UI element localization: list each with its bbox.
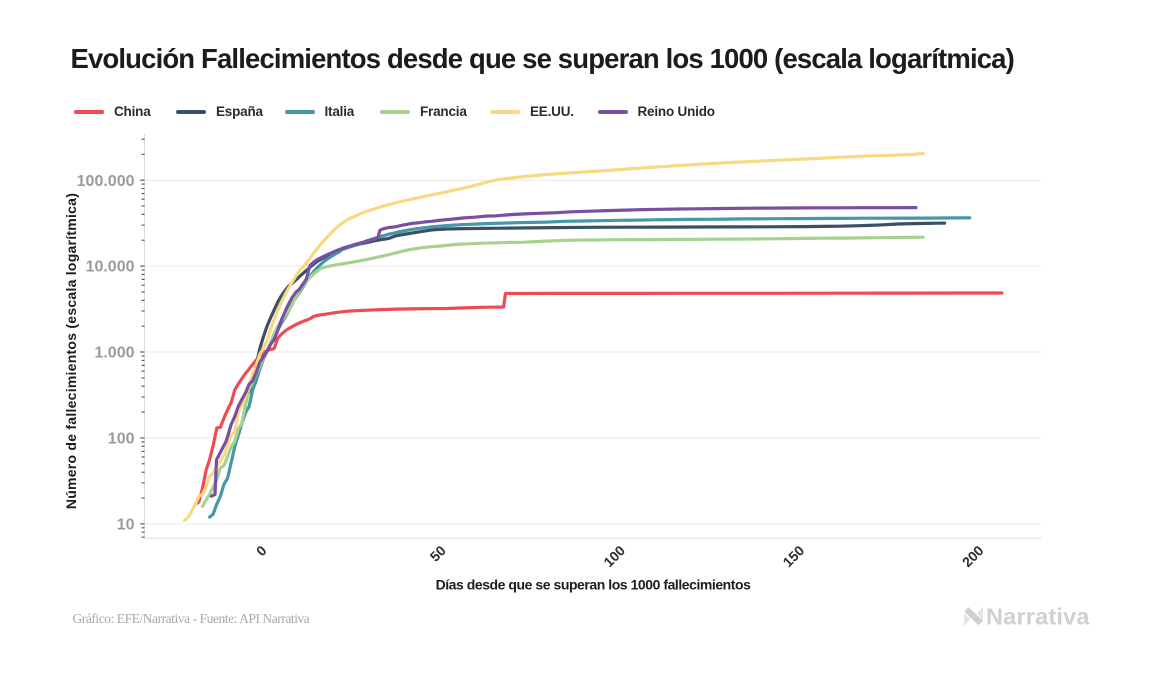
svg-text:100.000: 100.000 xyxy=(77,173,135,190)
svg-text:Narrativa: Narrativa xyxy=(986,604,1090,630)
svg-text:150: 150 xyxy=(779,542,807,570)
svg-text:10: 10 xyxy=(117,517,135,534)
svg-text:1.000: 1.000 xyxy=(94,345,134,362)
svg-text:0: 0 xyxy=(253,542,270,559)
svg-text:100: 100 xyxy=(108,431,135,448)
svg-text:Días desde que se superan los: Días desde que se superan los 1000 falle… xyxy=(436,577,752,593)
svg-text:50: 50 xyxy=(427,542,449,564)
svg-text:200: 200 xyxy=(959,542,987,570)
svg-text:10.000: 10.000 xyxy=(86,259,135,276)
svg-text:Gráfico: EFE/Narrativa - Fuent: Gráfico: EFE/Narrativa - Fuente: API Nar… xyxy=(73,611,310,626)
svg-text:Número de fallecimientos (esca: Número de fallecimientos (escala logarít… xyxy=(63,193,79,509)
svg-text:100: 100 xyxy=(600,542,628,570)
